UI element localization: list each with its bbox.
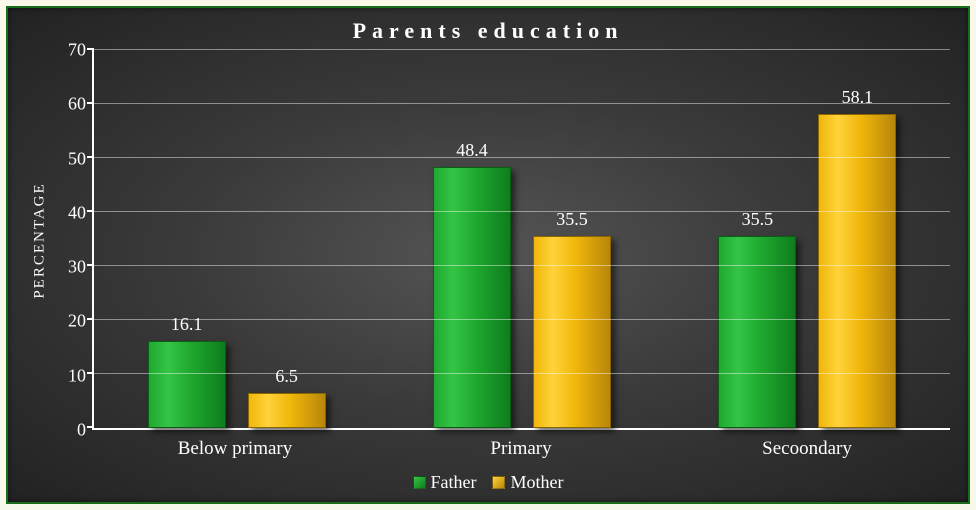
chart-body: PERCENTAGE 010203040506070 16.16.548.435… bbox=[26, 50, 950, 430]
grid-line bbox=[94, 265, 950, 266]
legend-swatch bbox=[413, 476, 426, 489]
legend-item: Mother bbox=[492, 472, 563, 493]
y-tick-mark bbox=[87, 210, 94, 212]
chart-frame: Parents education PERCENTAGE 0 10 20 30 40 50… bbox=[6, 6, 970, 504]
legend: Father Mother bbox=[26, 472, 950, 494]
y-tick: 70 bbox=[68, 40, 86, 61]
bar-wrap: 16.1 bbox=[148, 50, 226, 428]
bar-value-label: 6.5 bbox=[275, 366, 298, 387]
legend-label: Mother bbox=[510, 472, 563, 493]
grid-line bbox=[94, 319, 950, 320]
legend-item: Father bbox=[413, 472, 477, 493]
bar-wrap: 58.1 bbox=[818, 50, 896, 428]
grid-line bbox=[94, 49, 950, 50]
y-tick-mark bbox=[87, 48, 94, 50]
bar-value-label: 35.5 bbox=[742, 209, 774, 230]
bar-group: 48.4 35.5 bbox=[379, 50, 664, 428]
y-axis-label-container: PERCENTAGE bbox=[26, 50, 54, 430]
y-tick: 20 bbox=[68, 311, 86, 332]
bar-wrap: 48.4 bbox=[433, 50, 511, 428]
bar-group: 35.5 58.1 bbox=[665, 50, 950, 428]
grid-line bbox=[94, 103, 950, 104]
y-tick-mark bbox=[87, 264, 94, 266]
y-tick-mark bbox=[87, 102, 94, 104]
grid-line bbox=[94, 157, 950, 158]
y-axis-label: PERCENTAGE bbox=[32, 182, 49, 298]
plot-area: 16.1 6.5 48.4 35.5 35.5 58.1 bbox=[92, 50, 950, 430]
y-tick: 50 bbox=[68, 148, 86, 169]
bar-group: 16.1 6.5 bbox=[94, 50, 379, 428]
x-axis-label: Primary bbox=[378, 438, 664, 460]
bar-wrap: 35.5 bbox=[718, 50, 796, 428]
bar-value-label: 58.1 bbox=[842, 87, 874, 108]
x-axis-label: Below primary bbox=[92, 438, 378, 460]
bar-father bbox=[148, 341, 226, 428]
chart-title: Parents education bbox=[26, 18, 950, 44]
y-tick-mark bbox=[87, 318, 94, 320]
x-axis-label: Secoondary bbox=[664, 438, 950, 460]
bar-mother bbox=[248, 393, 326, 428]
y-tick: 10 bbox=[68, 365, 86, 386]
legend-swatch bbox=[492, 476, 505, 489]
bar-value-label: 35.5 bbox=[556, 209, 588, 230]
bar-wrap: 35.5 bbox=[533, 50, 611, 428]
y-tick-mark bbox=[87, 372, 94, 374]
y-tick-mark bbox=[87, 426, 94, 428]
bar-groups: 16.1 6.5 48.4 35.5 35.5 58.1 bbox=[94, 50, 950, 428]
legend-label: Father bbox=[431, 472, 477, 493]
grid-line bbox=[94, 373, 950, 374]
bar-value-label: 16.1 bbox=[171, 314, 203, 335]
y-tick-mark bbox=[87, 156, 94, 158]
grid-line bbox=[94, 211, 950, 212]
bar-wrap: 6.5 bbox=[248, 50, 326, 428]
x-axis-labels: Below primaryPrimarySecoondary bbox=[92, 438, 950, 460]
bar-father bbox=[433, 167, 511, 428]
y-tick: 0 bbox=[77, 420, 86, 441]
y-tick: 30 bbox=[68, 257, 86, 278]
bar-mother bbox=[818, 114, 896, 428]
y-tick: 60 bbox=[68, 94, 86, 115]
y-tick: 40 bbox=[68, 202, 86, 223]
